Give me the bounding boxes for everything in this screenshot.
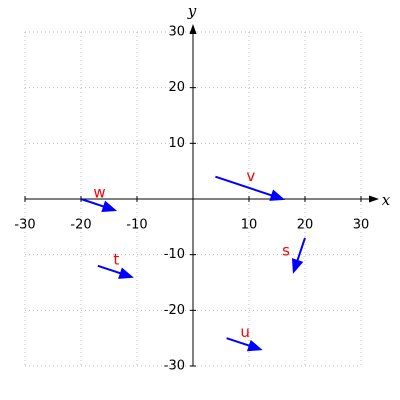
vector-arrow — [97, 264, 134, 279]
x-tick-label: 20 — [297, 218, 314, 233]
vector-arrow — [215, 175, 286, 201]
y-tick-label: -10 — [164, 247, 185, 262]
vector-label: v — [246, 167, 255, 185]
y-tick-label: -30 — [164, 359, 185, 374]
y-tick-label: -20 — [164, 303, 185, 318]
vector-arrow — [80, 198, 118, 213]
y-axis-arrow — [189, 24, 197, 34]
vector-label: u — [240, 323, 250, 341]
x-tick-label: -20 — [70, 218, 91, 233]
vector-arrow — [291, 237, 306, 274]
x-tick-label: -10 — [126, 218, 147, 233]
vector-label: w — [93, 184, 105, 202]
x-axis-label: x — [382, 191, 391, 209]
vector-arrow — [226, 337, 263, 352]
x-tick-label: 30 — [353, 218, 370, 233]
vector-label: s — [282, 241, 290, 259]
y-axis-label: y — [187, 2, 197, 20]
x-axis-arrow — [369, 195, 379, 203]
x-tick-label: 10 — [241, 218, 258, 233]
y-tick-label: 20 — [168, 80, 185, 95]
x-tick-label: -30 — [14, 218, 35, 233]
vector-label: t — [113, 250, 119, 268]
y-tick-label: 10 — [168, 136, 185, 151]
y-tick-label: 30 — [168, 25, 185, 40]
